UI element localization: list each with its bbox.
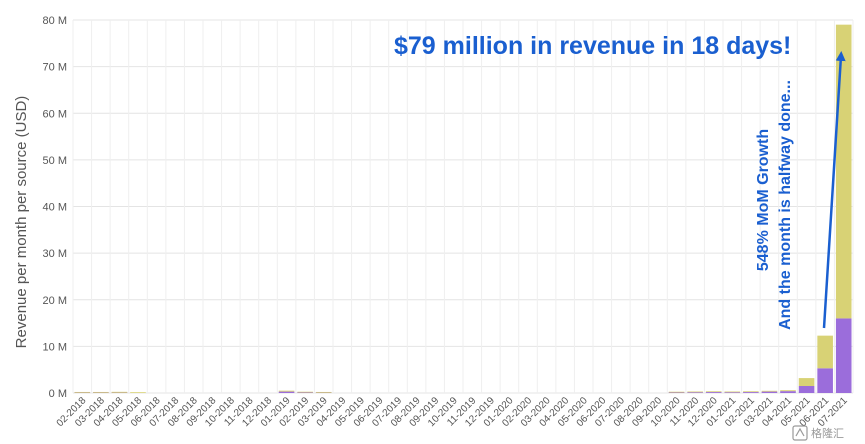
bar-segment-series-2 bbox=[297, 391, 313, 393]
y-tick-label: 30 M bbox=[43, 248, 67, 260]
y-tick-label: 0 M bbox=[49, 388, 67, 400]
y-tick-label: 40 M bbox=[43, 202, 67, 214]
bar-segment-series-2 bbox=[780, 390, 796, 392]
gridlines bbox=[72, 19, 854, 394]
bar-segment-series-2 bbox=[743, 391, 759, 393]
bar-segment-series-1 bbox=[668, 392, 685, 393]
bar-segment-series-1 bbox=[798, 386, 815, 393]
bar-segment-series-1 bbox=[743, 392, 759, 393]
bar-segment-series-2 bbox=[724, 391, 741, 393]
halfway-annotation: And the month is halfway done... bbox=[777, 80, 794, 330]
headline-annotation: $79 million in revenue in 18 days! bbox=[394, 32, 791, 60]
bar-segment-series-2 bbox=[315, 391, 332, 393]
bar-segment-series-1 bbox=[835, 318, 852, 393]
bar-segment-series-2 bbox=[111, 391, 128, 393]
bar-segment-series-2 bbox=[705, 391, 722, 393]
bar-segment-series-2 bbox=[130, 392, 146, 393]
bar-segment-series-1 bbox=[687, 392, 703, 393]
gelonghui-logo-icon bbox=[792, 425, 808, 441]
bar-segment-series-2 bbox=[817, 335, 833, 369]
bar-segment-series-1 bbox=[780, 391, 796, 393]
bar-segment-series-2 bbox=[278, 390, 295, 392]
bar-segment-series-2 bbox=[74, 391, 91, 393]
watermark: 格隆汇 bbox=[792, 425, 844, 441]
y-tick-label: 80 M bbox=[43, 15, 67, 27]
annotation-arrow bbox=[822, 51, 846, 329]
bar-segment-series-2 bbox=[687, 391, 703, 393]
bar-segment-series-2 bbox=[93, 391, 109, 393]
y-tick-label: 10 M bbox=[43, 341, 67, 353]
bar-segment-series-1 bbox=[817, 368, 833, 393]
bar-segment-series-1 bbox=[297, 392, 313, 393]
y-tick-label: 70 M bbox=[43, 62, 67, 74]
y-tick-label: 20 M bbox=[43, 295, 67, 307]
y-tick-label: 60 M bbox=[43, 108, 67, 120]
bar-segment-series-1 bbox=[278, 391, 295, 393]
y-tick-label: 50 M bbox=[43, 155, 67, 167]
growth-annotation: 548% MoM Growth bbox=[755, 129, 772, 271]
bar-segment-series-1 bbox=[705, 392, 722, 393]
x-axis-ticks: 02-201803-201804-201805-201806-201807-20… bbox=[55, 395, 850, 429]
bar-segment-series-1 bbox=[724, 392, 741, 393]
y-axis-title: Revenue per month per source (USD) bbox=[13, 96, 30, 349]
bar-segment-series-2 bbox=[761, 390, 778, 392]
y-axis-ticks: 0 M 10 M 20 M 30 M 40 M 50 M 60 M 70 M 80 M bbox=[43, 15, 67, 400]
bar-segment-series-2 bbox=[835, 24, 852, 319]
watermark-text: 格隆汇 bbox=[811, 426, 844, 440]
bars-layer bbox=[74, 24, 852, 393]
bar-segment-series-2 bbox=[798, 378, 815, 387]
bar-segment-series-2 bbox=[668, 391, 685, 393]
bar-segment-series-1 bbox=[761, 391, 778, 393]
